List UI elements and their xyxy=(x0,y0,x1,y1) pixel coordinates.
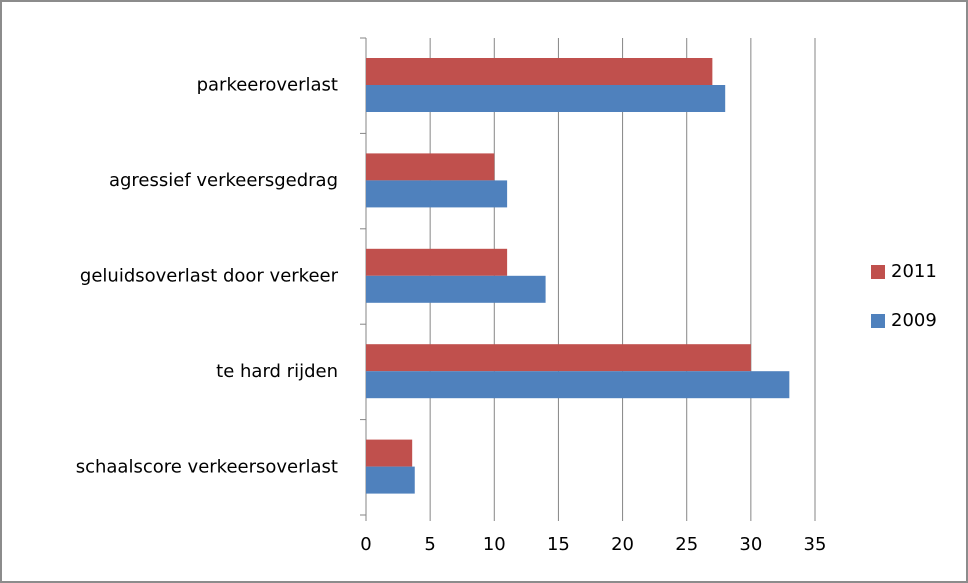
y-tick-label: parkeeroverlast xyxy=(197,75,338,96)
bar xyxy=(366,180,508,208)
bar xyxy=(366,439,413,467)
legend-swatch xyxy=(871,265,885,279)
y-tick-label: schaalscore verkeersoverlast xyxy=(76,456,338,477)
y-tick-label: te hard rijden xyxy=(216,361,338,382)
legend-label: 2009 xyxy=(891,310,937,331)
y-tick-label: geluidsoverlast door verkeer xyxy=(80,266,339,287)
y-tick-label: agressief verkeersgedrag xyxy=(109,170,338,191)
x-tick-label: 20 xyxy=(611,534,634,555)
bar xyxy=(366,466,415,494)
bar xyxy=(366,275,546,303)
x-tick-label: 25 xyxy=(675,534,698,555)
bar xyxy=(366,248,508,276)
x-tick-label: 30 xyxy=(739,534,762,555)
x-tick-label: 10 xyxy=(483,534,506,555)
bar xyxy=(366,85,726,112)
bar xyxy=(366,153,495,181)
x-tick-label: 0 xyxy=(360,534,371,555)
x-tick-label: 15 xyxy=(547,534,570,555)
x-tick-label: 35 xyxy=(804,534,827,555)
legend-swatch xyxy=(871,314,885,328)
x-tick-label: 5 xyxy=(424,534,435,555)
bar xyxy=(366,371,790,399)
bar xyxy=(366,344,751,372)
bar xyxy=(366,58,713,85)
legend-label: 2011 xyxy=(891,261,937,282)
